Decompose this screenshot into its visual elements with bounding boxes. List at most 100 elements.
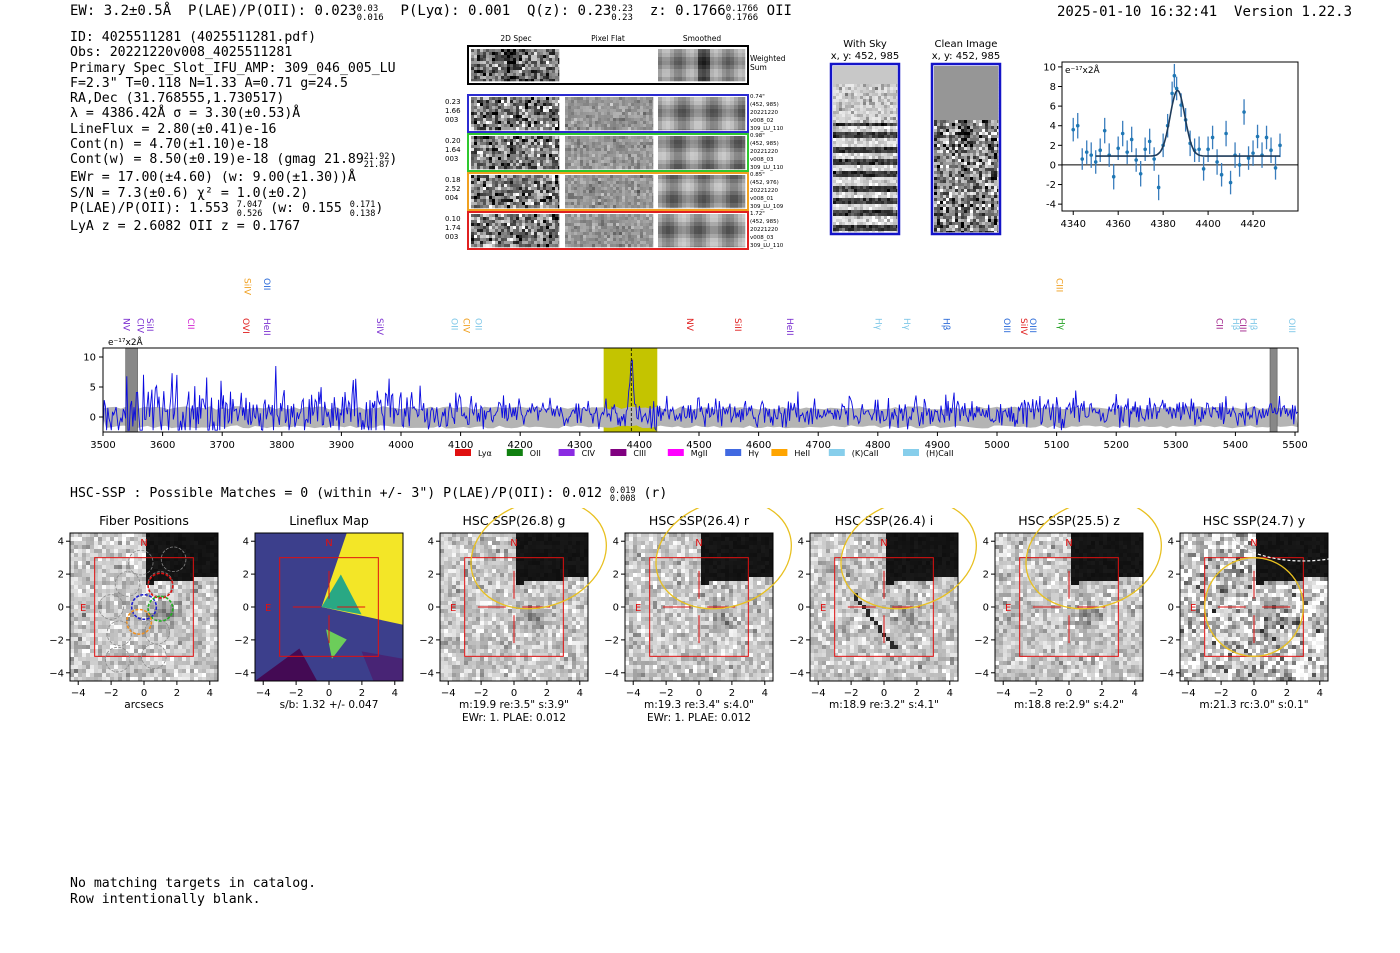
panel-ytick-label: 4 [1168, 537, 1174, 548]
cutout-row-right-label: (452, 985) [750, 141, 779, 147]
footer-line-2: Row intentionally blank. [70, 891, 261, 907]
clean-title: Clean Image [935, 39, 998, 50]
fit-data-point [1129, 137, 1134, 142]
emission-line-label: HeII [261, 318, 271, 336]
imaging-panels: Fiber Positions N E −4 −4 −2 −2 0 0 2 2 4 4 arcsecs Li… [49, 508, 1378, 724]
spec-ytick-label: 0 [90, 413, 96, 424]
fiber-circle [127, 549, 154, 576]
spec-xtick-label: 4200 [507, 440, 532, 451]
panel-xtick-label: −4 [71, 688, 86, 699]
panel-xtick-label: 0 [696, 688, 702, 699]
spec-xtick-label: 4100 [448, 440, 473, 451]
fit-data-point [1246, 156, 1251, 160]
panel-xtick-label: 0 [511, 688, 517, 699]
panel-ytick-label: 4 [798, 537, 804, 548]
emission-line-label: OIII [1286, 318, 1296, 333]
hsc-band: (r) [643, 486, 668, 501]
header-qz-hi: 0.23 [611, 4, 633, 14]
panel-xtick-label: −4 [626, 688, 641, 699]
fiber-circle [144, 618, 170, 645]
fit-data-point [1264, 135, 1269, 140]
with-sky-image [833, 66, 898, 233]
panel-caption: arcsecs [124, 699, 163, 711]
fit-data-point [1093, 160, 1098, 164]
header-z-line: OII [766, 3, 792, 19]
fit-data-point [1156, 185, 1161, 190]
panel-title: Fiber Positions [99, 513, 189, 528]
fit-model-curve [1095, 89, 1280, 157]
spec-xtick-label: 4900 [925, 440, 950, 451]
emission-line-label: NV [684, 318, 694, 332]
legend-label: OII [530, 449, 541, 458]
panel-image [1180, 533, 1329, 682]
panel-ytick-label: 0 [613, 603, 619, 614]
compass-east: E [635, 603, 641, 614]
fit-data-point [1172, 73, 1177, 78]
legend-swatch [725, 449, 742, 456]
info-line: ID: 4025511281 (4025511281.pdf) [70, 30, 317, 45]
panel-xtick-label: −2 [844, 688, 859, 699]
compass-north: N [880, 538, 887, 549]
fit-data-point [1102, 128, 1107, 133]
compass-east: E [1005, 603, 1011, 614]
cutout-row-right-label: 0.85" [750, 172, 765, 178]
panel-ytick-label: −2 [1159, 635, 1174, 646]
cutout-row-left-label: 1.64 [445, 146, 461, 154]
spec-xtick-label: 5000 [984, 440, 1009, 451]
panel-ytick-label: −4 [604, 668, 619, 679]
fit-ytick-label: 8 [1050, 82, 1056, 93]
line-fit-plot: -4 -2 0 2 4 6 8 10 4340 4360 4380 4400 4420 e⁻¹⁷x2Å [1043, 61, 1299, 230]
spec-xtick-label: 4600 [746, 440, 771, 451]
panel-image [255, 533, 403, 681]
fit-ytick-label: 6 [1050, 102, 1056, 113]
source-ellipse [840, 508, 977, 610]
cutout-row-left-label: 1.66 [445, 107, 461, 115]
panel-xtick-label: 4 [207, 688, 213, 699]
hsc-hi: 0.019 [609, 485, 636, 496]
fit-ytick-label: 2 [1050, 141, 1056, 152]
col-title-2dspec: 2D Spec [500, 34, 531, 43]
fit-data-point [1269, 148, 1273, 153]
emission-line-label: CII [185, 318, 195, 330]
fiber-circle [147, 572, 174, 599]
panel-title: Lineflux Map [289, 513, 369, 528]
fit-data-point [1215, 160, 1219, 164]
panel-xtick-label: 2 [1099, 688, 1105, 699]
cutout-row-right-label: 0.74" [750, 94, 765, 100]
fit-data-point [1197, 147, 1201, 152]
spec-xtick-label: 4500 [686, 440, 711, 451]
panel-ytick-label: −2 [604, 635, 619, 646]
info-contw: Cont(w) = 8.50(±0.19)e-18 (gmag 21.89 21.… [70, 151, 398, 171]
info-lyaz: LyA z = 2.6082 OII z = 0.1767 [70, 218, 301, 234]
panel-caption-2: EWr: 1. PLAE: 0.012 [462, 712, 566, 724]
panel-ytick-label: −2 [234, 635, 249, 646]
spec-xtick-label: 5300 [1163, 440, 1188, 451]
fit-xtick-label: 4360 [1105, 219, 1130, 230]
neighbor-ellipse [1228, 508, 1378, 562]
panel-ytick-label: 0 [428, 603, 434, 614]
panel-xtick-label: 0 [1066, 688, 1072, 699]
panel-title: HSC SSP(25.5) z [1018, 513, 1120, 528]
version: Version 1.22.3 [1234, 4, 1353, 20]
legend-swatch [455, 449, 471, 456]
info-line: λ = 4386.42Å σ = 3.30(±0.53)Å [70, 106, 301, 122]
panel-caption: m:19.9 re:3.5" s:3.9" [459, 699, 569, 711]
cutout-smoothed [658, 214, 746, 248]
info-line: RA,Dec (31.768555,1.730517) [70, 91, 285, 107]
aperture-box [834, 557, 934, 657]
header-plae-hi: 0.03 [356, 4, 379, 14]
panel-ytick-label: 0 [243, 603, 249, 614]
fiber-circle [125, 608, 153, 635]
cutout-smoothed [658, 136, 746, 170]
weighted-sum-label: Weighted [750, 54, 786, 63]
cutout-row-right-label: (452, 985) [750, 102, 779, 108]
panel-ytick-label: 4 [983, 537, 989, 548]
panel-title: HSC SSP(24.7) y [1203, 513, 1306, 528]
footer-line-1: No matching targets in catalog. [70, 876, 317, 891]
cutout-row-right-label: 20221220 [750, 110, 778, 116]
source-ellipse [1025, 508, 1162, 610]
spec-xtick-label: 5100 [1044, 440, 1069, 451]
header-qz-lo: 0.23 [611, 13, 633, 23]
panel-xtick-label: 2 [1284, 688, 1290, 699]
cutout-2dspec [471, 136, 560, 170]
